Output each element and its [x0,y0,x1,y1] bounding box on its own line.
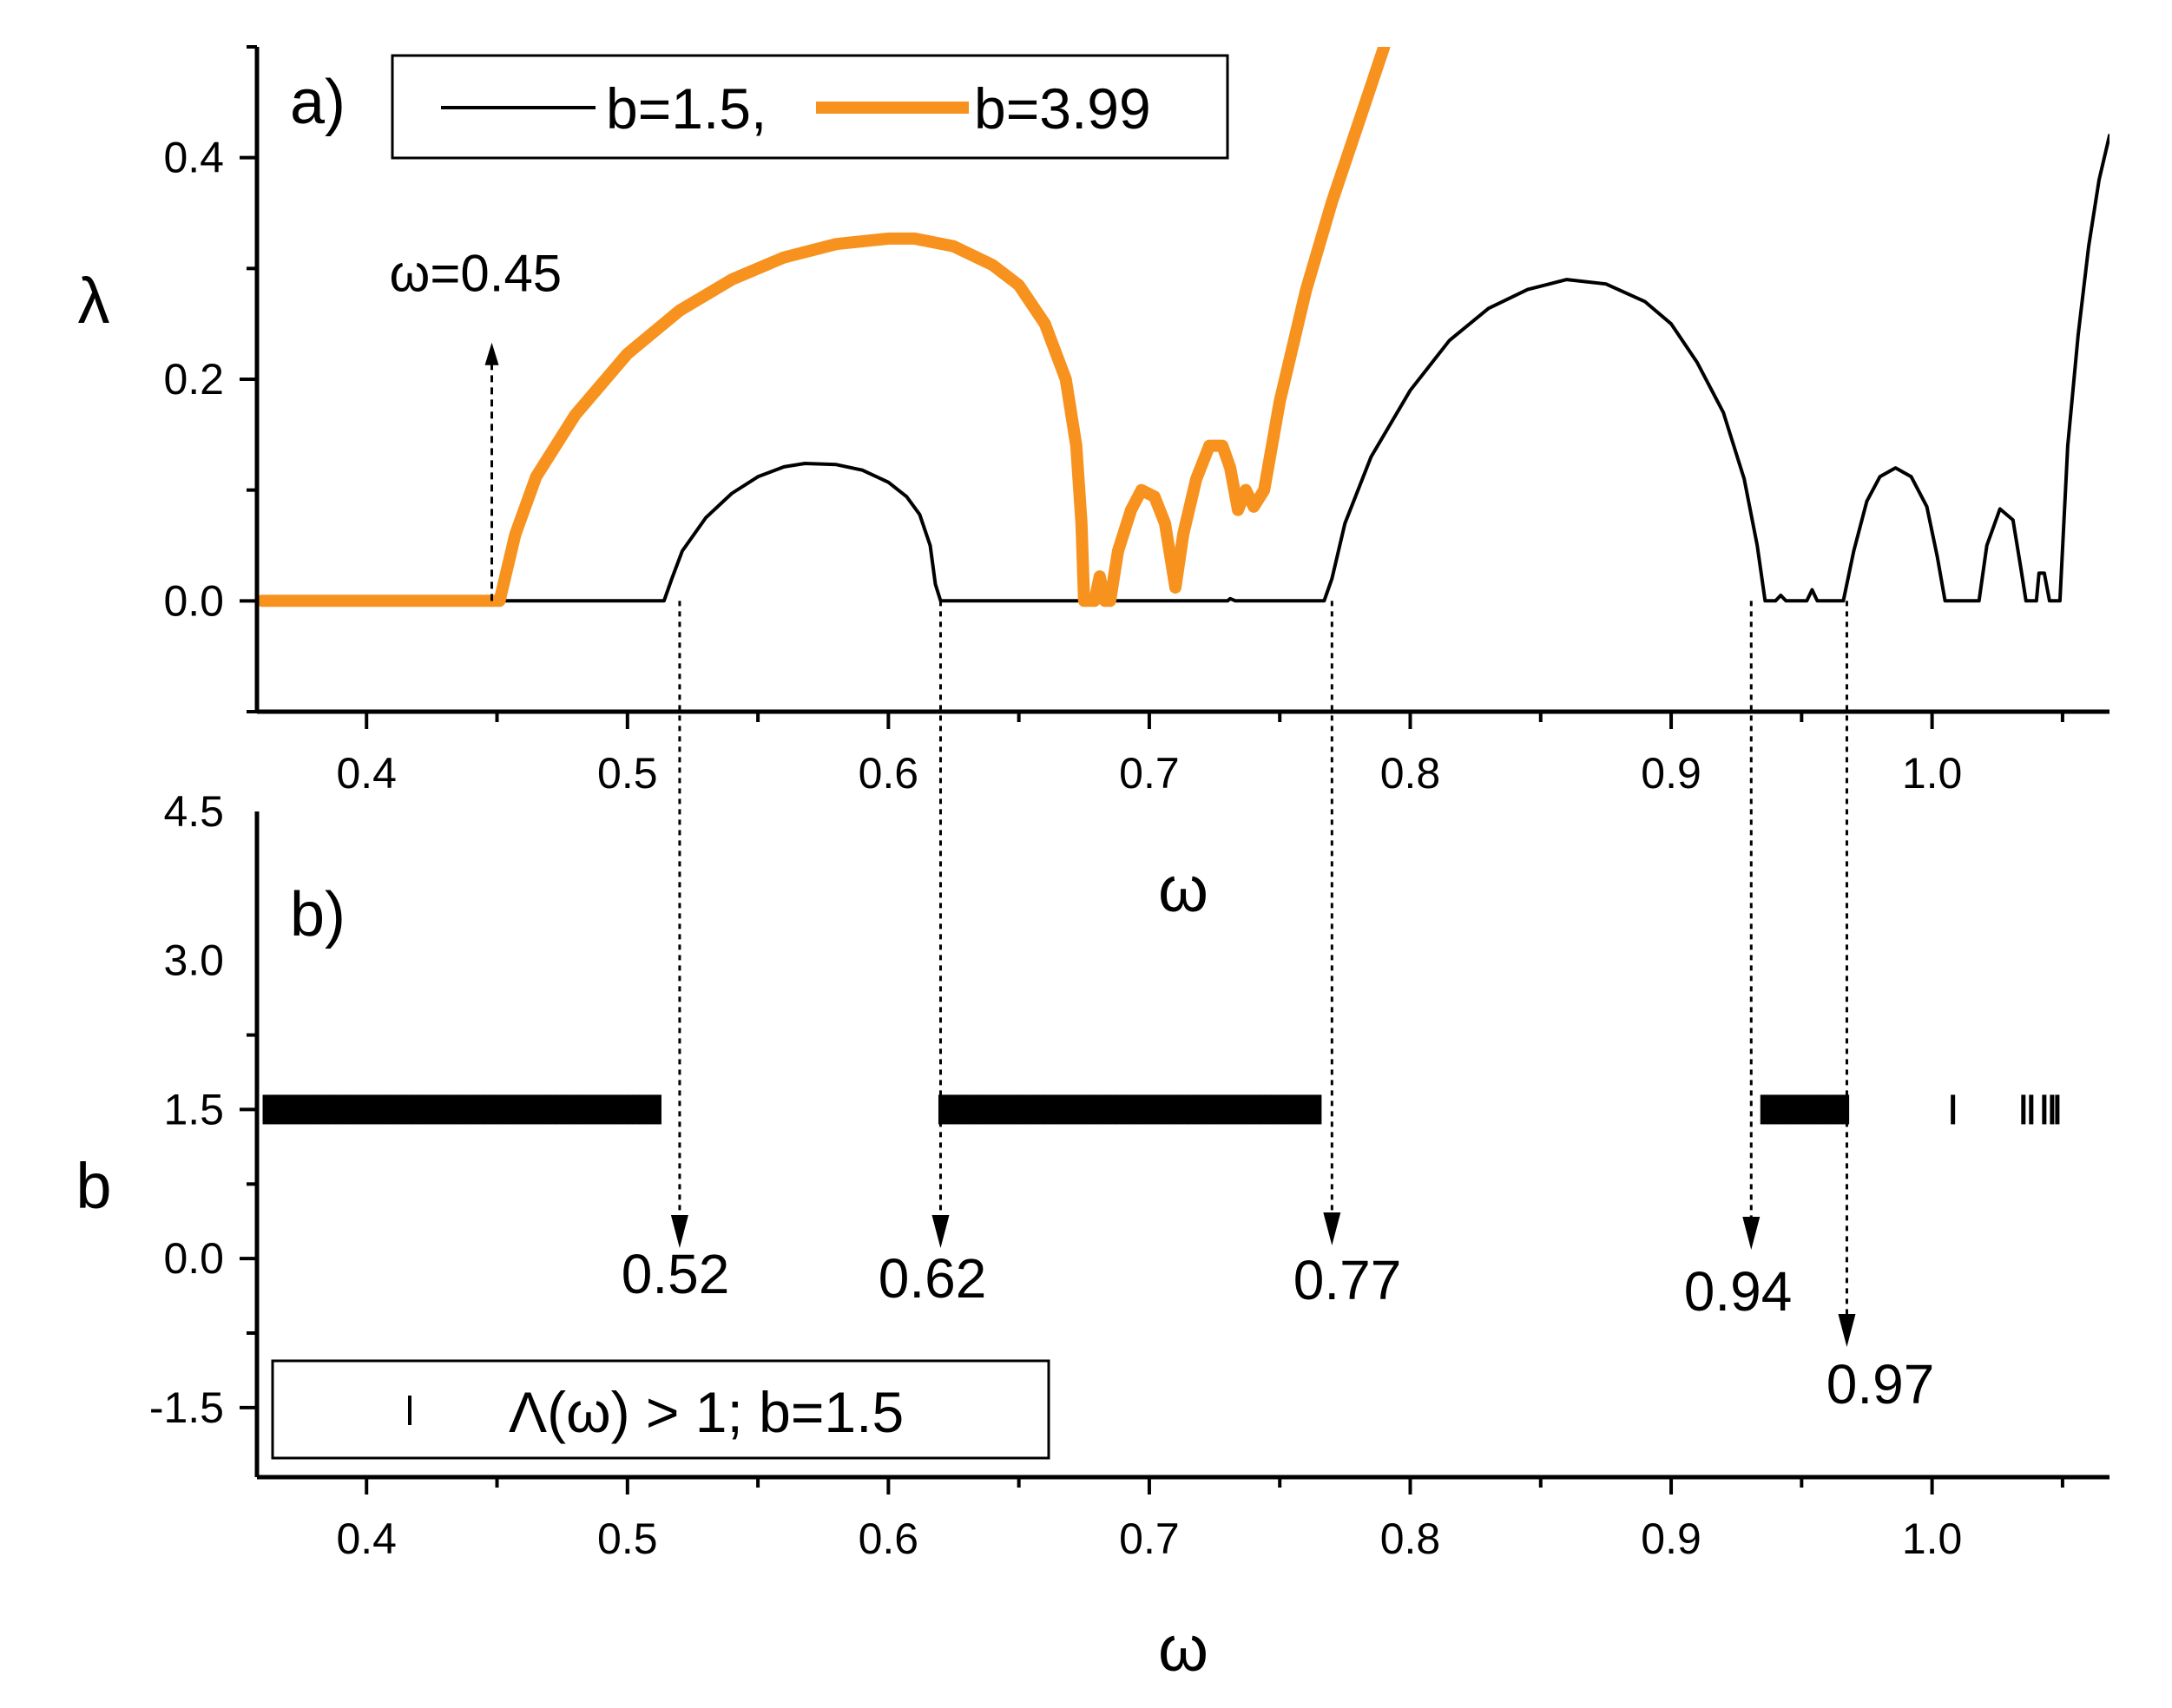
panel-b-legend-box [271,1359,1050,1460]
panel-a-series [257,47,2109,608]
panel-b-marks [262,1094,2060,1125]
panel-b-y-tick-label: 3.0 [163,936,224,985]
callout-label-0-77: 0.77 [1293,1249,1402,1311]
series-line-b-1-5 [260,134,2109,603]
panel-b-y-tick-label: 0.0 [163,1234,224,1283]
panel-b-y-tick-label: -1.5 [149,1383,224,1432]
panel-b-x-tick-label: 0.6 [859,1514,919,1563]
panel-a-x-tick-label: 0.9 [1641,749,1701,798]
panel-b-y-tick-label: 1.5 [163,1085,224,1133]
panel-a-ticks: 0.4 0.5 0.6 0.7 0.8 0.9 1.0 0.0 0.2 0.4 [163,45,2064,798]
callout-label-0-52: 0.52 [622,1243,730,1305]
panel-a: 0.4 0.5 0.6 0.7 0.8 0.9 1.0 0.0 0.2 0.4 ω=0.45 a)… [78,45,2109,925]
panel-b-x-tick-label: 0.9 [1641,1514,1701,1563]
panel-b-x-tick-label: 0.8 [1380,1514,1441,1563]
panel-a-y-tick-label: 0.4 [163,134,224,182]
panel-a-x-tick-label: 1.0 [1902,749,1963,798]
panel-b: 0.4 0.5 0.6 0.7 0.8 0.9 1.0 -1.5 0.0 1.5 3.0 4.5 b)… [76,787,2109,1685]
panel-a-x-tick-label: 0.4 [336,749,397,798]
panel-b-x-tick-label: 1.0 [1902,1514,1963,1563]
callout-arrowhead-0-62 [931,1215,950,1248]
callout-arrowhead-0-77 [1323,1212,1341,1245]
panel-a-y-tick-label: 0.2 [163,355,224,404]
panel-b-legend: Λ(ω) > 1; b=1.5 [271,1359,1050,1460]
panel-b-y-tick-label: 4.5 [163,787,224,836]
callout-arrowhead-0-52 [670,1215,688,1248]
panel-b-x-tick-label: 0.4 [336,1514,397,1563]
panel-a-x-tick-label: 0.5 [597,749,658,798]
callout-label-0-62: 0.62 [879,1247,987,1310]
callout-arrowhead-0-97 [1838,1314,1856,1347]
legend-label-b-1-5: b=1.5, [606,76,767,141]
panel-b-label: b) [290,880,346,949]
panel-a-y-label: λ [78,265,110,337]
omega-045-annotation: ω=0.45 [390,245,563,303]
callout-label-0-94: 0.94 [1684,1260,1793,1323]
panel-b-y-label: b [76,1150,111,1222]
series-line-b-3-99 [257,47,1391,608]
callout-label-0-97: 0.97 [1826,1353,1935,1416]
legend-label-lambda: Λ(ω) > 1; b=1.5 [509,1380,904,1444]
legend-label-b-3-99: b=3.99 [974,76,1151,141]
panel-a-x-label: ω [1158,853,1208,925]
panel-b-x-label: ω [1158,1613,1208,1685]
panel-a-legend: b=1.5, b=3.99 [391,54,1229,160]
omega-045-arrowhead [484,342,499,365]
callout-arrowhead-0-94 [1742,1217,1761,1250]
panel-b-ticks: 0.4 0.5 0.6 0.7 0.8 0.9 1.0 -1.5 0.0 1.5 3.0 4.5 [149,787,2064,1563]
panel-a-x-tick-label: 0.7 [1119,749,1180,798]
panel-b-x-tick-label: 0.5 [597,1514,658,1563]
panel-b-x-tick-label: 0.7 [1119,1514,1180,1563]
callout-arrows: 0.52 0.62 0.77 0.94 0.97 [622,601,1935,1416]
panel-a-x-tick-label: 0.8 [1380,749,1441,798]
panel-a-y-tick-label: 0.0 [163,576,224,625]
panel-a-label: a) [290,68,346,137]
panel-a-x-tick-label: 0.6 [859,749,919,798]
